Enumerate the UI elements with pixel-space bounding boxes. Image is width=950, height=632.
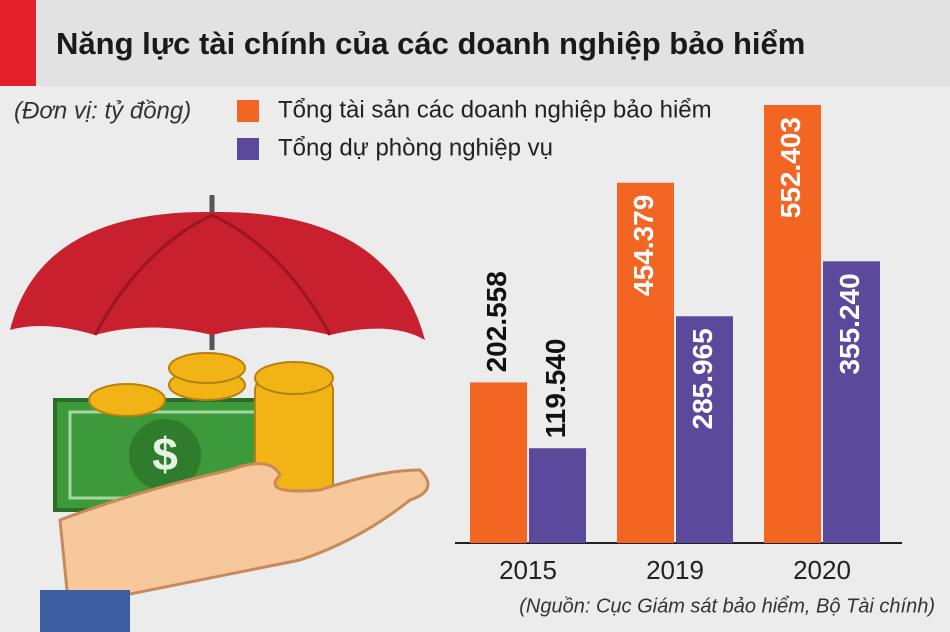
legend-swatch — [237, 100, 259, 122]
source-note: (Nguồn: Cục Giám sát bảo hiểm, Bộ Tài ch… — [519, 595, 935, 617]
title-bar — [0, 0, 950, 86]
value-label: 285.965 — [687, 328, 718, 429]
bar — [529, 448, 586, 543]
bar — [823, 261, 880, 543]
value-label: 355.240 — [834, 273, 865, 374]
legend-label: Tổng dự phòng nghiệp vụ — [278, 134, 553, 161]
bar — [676, 316, 733, 543]
title-accent — [0, 0, 36, 86]
value-label: 454.379 — [628, 195, 659, 296]
x-tick-label: 2015 — [499, 555, 557, 585]
bar — [764, 105, 821, 543]
legend-label: Tổng tài sản các doanh nghiệp bảo hiểm — [278, 96, 712, 123]
x-tick-label: 2020 — [793, 555, 851, 585]
svg-text:$: $ — [152, 428, 178, 480]
legend-swatch — [237, 138, 259, 160]
value-label: 202.558 — [481, 271, 512, 372]
value-label: 119.540 — [540, 339, 571, 439]
unit-label: (Đơn vị: tỷ đồng) — [14, 97, 191, 124]
chart-title: Năng lực tài chính của các doanh nghiệp … — [56, 26, 805, 61]
illustration: $ — [10, 195, 430, 632]
x-tick-label: 2019 — [646, 555, 704, 585]
bar — [470, 382, 527, 543]
value-label: 552.403 — [775, 117, 806, 218]
bar — [617, 182, 674, 543]
